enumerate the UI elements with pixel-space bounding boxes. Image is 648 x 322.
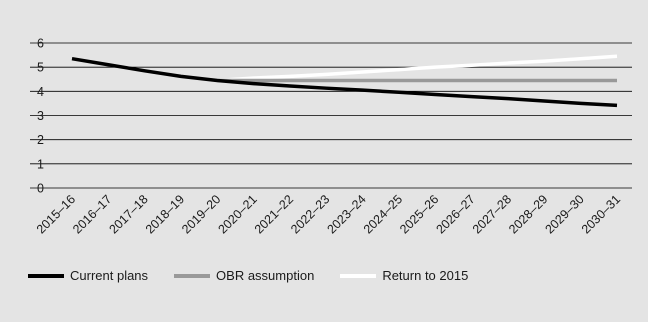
- y-tick-label: 6: [37, 37, 44, 51]
- x-tick-label: 2022–23: [288, 192, 332, 236]
- x-tick-label: 2023–24: [324, 192, 368, 236]
- y-tick-label: 5: [37, 61, 44, 75]
- x-tick-label: 2016–17: [70, 192, 114, 236]
- legend-swatch-current-plans: [28, 273, 64, 278]
- x-tick-label: 2019–20: [179, 192, 223, 236]
- x-tick-label: 2025–26: [397, 192, 441, 236]
- y-tick-label: 3: [37, 109, 44, 123]
- legend-item-return-to-2015: Return to 2015: [340, 268, 468, 283]
- legend-label-return-to-2015: Return to 2015: [382, 268, 469, 283]
- legend-swatch-return-to-2015: [340, 273, 377, 278]
- legend-item-current-plans: Current plans: [28, 268, 148, 283]
- x-tick-label: 2024–25: [361, 192, 405, 236]
- y-tick-label: 2: [37, 133, 44, 147]
- x-axis: 2015–162016–172017–182018–192019–202020–…: [34, 192, 623, 236]
- y-tick-label: 0: [37, 182, 44, 196]
- x-tick-label: 2030–31: [579, 192, 623, 236]
- x-tick-label: 2027–28: [470, 192, 514, 236]
- x-tick-label: 2017–18: [106, 192, 150, 236]
- legend: Current plans OBR assumption Return to 2…: [28, 268, 494, 283]
- y-tick-label: 1: [37, 157, 44, 171]
- legend-item-obr-assumption: OBR assumption: [174, 268, 314, 283]
- y-axis: 0 1 2 3 4 5 6: [37, 37, 44, 196]
- legend-label-obr-assumption: OBR assumption: [216, 268, 315, 283]
- y-tick-label: 4: [37, 85, 44, 99]
- gridlines: [30, 42, 632, 189]
- x-tick-label: 2026–27: [433, 192, 477, 236]
- x-tick-label: 2028–29: [506, 192, 550, 236]
- x-tick-label: 2021–22: [252, 192, 296, 236]
- series-lines: [71, 54, 618, 108]
- legend-label-current-plans: Current plans: [70, 268, 149, 283]
- line-chart: 0 1 2 3 4 5 6 2015–162016–172017–182018–192019…: [30, 37, 632, 237]
- x-tick-label: 2020–21: [215, 192, 259, 236]
- series-line-current-plans: [71, 56, 618, 108]
- legend-swatch-obr-assumption: [174, 273, 211, 278]
- series-line-return-to-2015: [217, 54, 618, 83]
- x-tick-label: 2018–19: [143, 192, 187, 236]
- x-tick-label: 2015–16: [34, 192, 78, 236]
- x-tick-label: 2029–30: [542, 192, 586, 236]
